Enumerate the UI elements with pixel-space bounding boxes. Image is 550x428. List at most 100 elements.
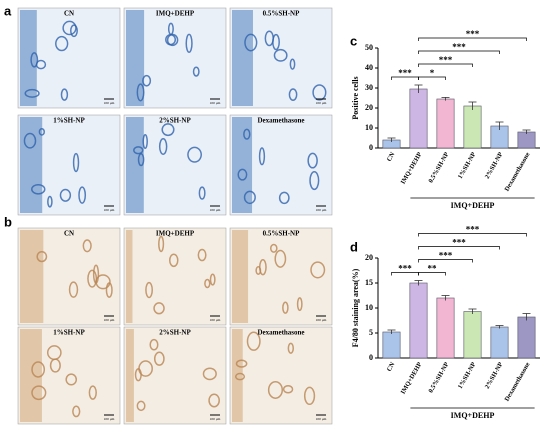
significance-bracket xyxy=(418,272,446,276)
tissue-structure xyxy=(288,88,298,101)
significance-bracket xyxy=(418,259,473,263)
micrograph xyxy=(123,227,227,326)
tissue-structure xyxy=(70,24,78,38)
scale-bar-label: 100 μm xyxy=(210,101,221,105)
x-tick-label: 2%SH-NP xyxy=(484,361,505,390)
tissue-structure xyxy=(264,30,275,47)
tissue-structure xyxy=(282,301,289,314)
tissue-structure xyxy=(23,132,37,149)
tissue-structure xyxy=(237,168,248,181)
x-tick-label: Dexamethasone xyxy=(504,151,532,192)
panel-label: a xyxy=(4,3,12,18)
significance-label: *** xyxy=(439,55,453,65)
significance-label: *** xyxy=(398,68,412,78)
tissue-structure xyxy=(158,138,168,155)
micrograph-label: Dexamethasone xyxy=(257,117,304,125)
y-tick-label: 20 xyxy=(365,253,373,262)
tissue-structure xyxy=(312,84,327,101)
tissue-structure xyxy=(307,152,318,169)
tissue-structure xyxy=(142,74,152,87)
significance-bracket xyxy=(418,37,527,41)
tissue-structure xyxy=(243,128,251,140)
y-tick-label: 20 xyxy=(365,103,373,112)
tissue-structure xyxy=(185,33,193,54)
tissue-structure xyxy=(274,249,287,268)
micrograph-label: 1%SH-NP xyxy=(53,329,85,337)
micrograph-label: 0.5%SH-NP xyxy=(263,10,300,18)
panel-label: c xyxy=(350,33,357,48)
tissue-structure xyxy=(62,20,77,36)
micrograph xyxy=(229,326,333,425)
tissue-structure xyxy=(65,373,78,386)
bar xyxy=(517,316,536,359)
micrograph-label: IMQ+DEHP xyxy=(156,230,195,238)
scale-bar-label: 100 μm xyxy=(104,417,115,421)
significance-label: *** xyxy=(398,264,412,274)
y-tick-label: 15 xyxy=(365,278,373,287)
y-tick-label: 10 xyxy=(365,123,373,132)
significance-label: * xyxy=(430,68,435,78)
tissue-structure xyxy=(60,88,69,101)
y-tick-label: 10 xyxy=(365,303,373,312)
significance-label: ** xyxy=(428,264,438,274)
tissue-structure xyxy=(158,235,165,253)
tissue-structure xyxy=(72,405,81,418)
tissue-structure xyxy=(31,183,46,195)
tissue-structure xyxy=(235,359,248,368)
bar xyxy=(409,282,428,359)
scale-bar-label: 100 μm xyxy=(210,417,221,421)
bar xyxy=(463,311,482,359)
tissue-structure xyxy=(296,297,303,312)
tissue-band xyxy=(20,10,37,106)
tissue-structure xyxy=(303,386,316,406)
significance-label: *** xyxy=(452,238,466,248)
micrograph-label: Dexamethasone xyxy=(257,329,304,337)
tissue-structure xyxy=(149,338,159,351)
significance-bracket xyxy=(418,63,473,67)
tissue-structure xyxy=(35,59,47,70)
tissue-structure xyxy=(133,146,144,155)
tissue-structure xyxy=(145,281,153,299)
tissue-band xyxy=(232,230,249,323)
tissue-structure xyxy=(267,380,284,399)
group-label: IMQ+DEHP xyxy=(451,201,495,210)
bar xyxy=(409,88,428,149)
x-tick-label: 0.5%SH-NP xyxy=(427,151,450,184)
tissue-structure xyxy=(137,153,145,167)
tissue-structure xyxy=(59,188,72,202)
tissue-band xyxy=(232,329,243,422)
tissue-structure xyxy=(258,259,267,276)
micrograph-label: 2%SH-NP xyxy=(159,329,191,337)
x-tick-label: IMQ+DEHP xyxy=(400,361,424,395)
tissue-structure xyxy=(24,88,40,98)
tissue-structure xyxy=(204,278,211,289)
scale-bar-label: 100 μm xyxy=(104,208,115,212)
tissue-structure xyxy=(153,351,165,366)
tissue-structure xyxy=(310,261,326,279)
tissue-structure xyxy=(246,331,261,351)
x-tick-label: IMQ+DEHP xyxy=(400,151,424,185)
tissue-structure xyxy=(31,361,46,378)
significance-bracket xyxy=(418,76,446,80)
tissue-structure xyxy=(202,367,217,381)
x-tick-label: 1%SH-NP xyxy=(457,151,478,180)
micrograph-label: 0.5%SH-NP xyxy=(263,230,300,238)
tissue-structure xyxy=(289,58,296,70)
significance-bracket xyxy=(418,246,500,250)
tissue-structure xyxy=(167,22,174,36)
scale-bar-label: 100 μm xyxy=(104,318,115,322)
tissue-band xyxy=(232,117,253,213)
tissue-structure xyxy=(78,186,87,204)
scale-bar-label: 100 μm xyxy=(210,208,221,212)
tissue-band xyxy=(126,117,144,213)
micrograph-label: 1%SH-NP xyxy=(53,117,85,125)
bar xyxy=(517,131,536,149)
tissue-structure xyxy=(208,393,220,408)
tissue-structure xyxy=(55,35,69,52)
significance-bracket xyxy=(418,50,500,54)
significance-label: *** xyxy=(466,225,480,235)
tissue-band xyxy=(20,117,43,213)
x-tick-label: CN xyxy=(386,151,397,163)
panel-label: b xyxy=(4,214,12,229)
